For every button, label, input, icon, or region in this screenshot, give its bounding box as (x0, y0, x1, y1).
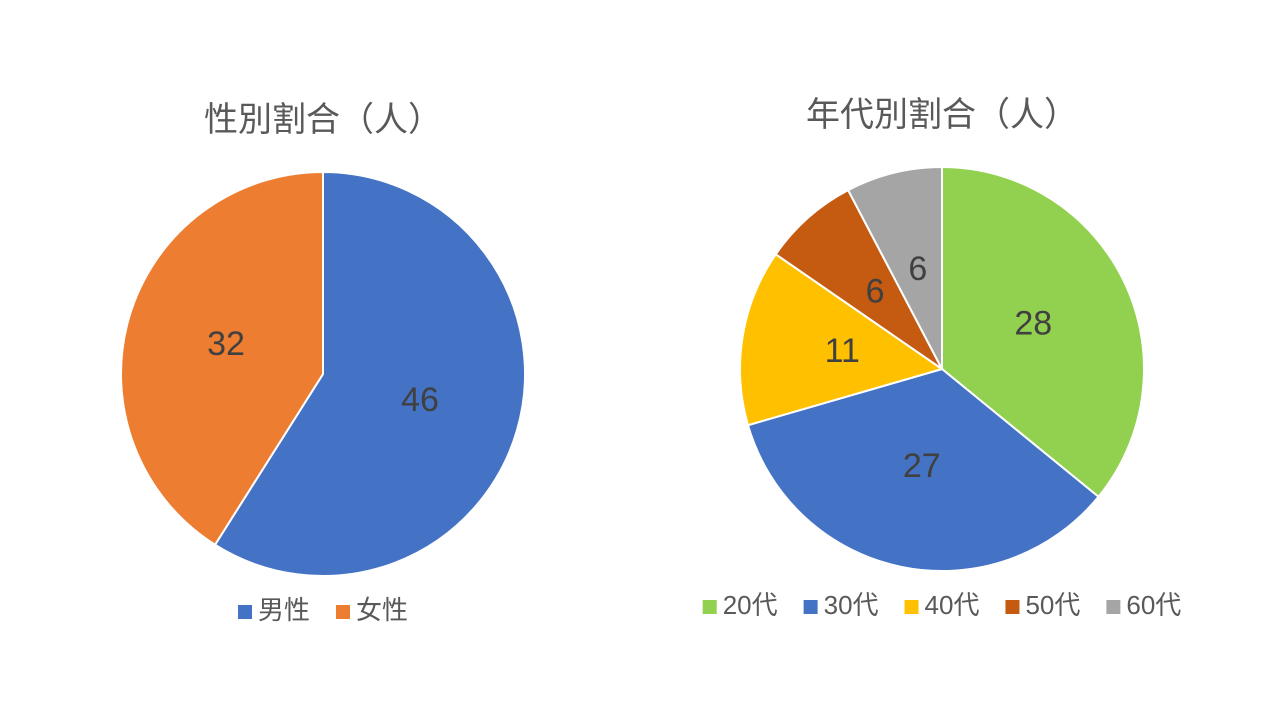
pie-slice (213, 170, 526, 577)
data-label: 28 (1014, 305, 1052, 343)
data-label: 11 (825, 332, 860, 370)
pie-slice (120, 170, 324, 547)
pie-slice (746, 367, 1100, 572)
legend-label: 50代 (1025, 590, 1080, 620)
pie-slice (846, 165, 943, 370)
legend-label: 60代 (1126, 590, 1181, 620)
legend-swatch (904, 600, 919, 614)
legend-swatch (237, 605, 252, 619)
legend-label: 男性 (258, 595, 310, 625)
data-label: 32 (207, 325, 245, 363)
legend-label: 20代 (723, 590, 778, 620)
pie-slice (941, 165, 1145, 499)
data-label: 46 (401, 381, 439, 419)
legend-label: 女性 (356, 595, 408, 625)
legend-swatch (336, 605, 350, 619)
legend-swatch (1106, 600, 1121, 614)
legend-label: 40代 (925, 590, 980, 620)
pie-slice (774, 188, 943, 370)
data-label: 27 (903, 447, 941, 485)
legend-swatch (1005, 600, 1020, 614)
chart-title: 年代別割合（人） (806, 96, 1078, 134)
data-label: 6 (908, 250, 927, 288)
legend-swatch (702, 600, 717, 614)
chart-title: 性別割合（人） (204, 101, 442, 139)
legend-swatch (803, 600, 818, 614)
legend-label: 30代 (824, 590, 879, 620)
data-label: 6 (866, 272, 885, 310)
pie-slice (739, 252, 945, 427)
